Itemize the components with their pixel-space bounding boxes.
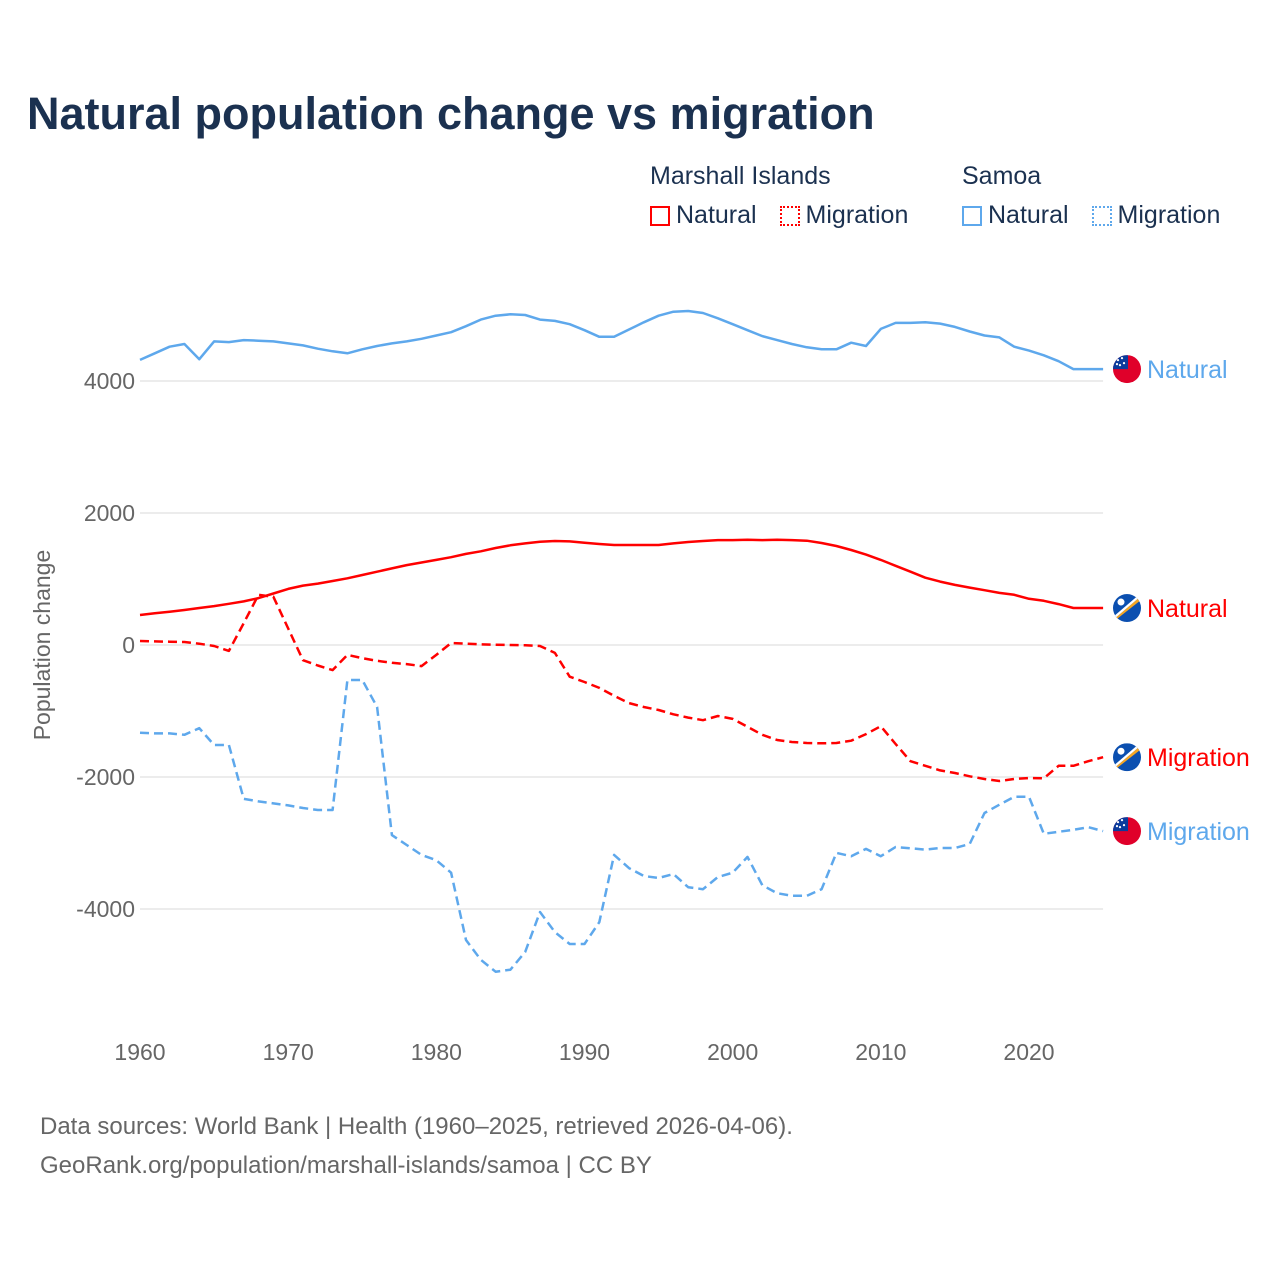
y-tick-label: 4000 (84, 368, 135, 394)
legend-group-marshall-islands: Marshall Islands Natural Migration (650, 162, 924, 233)
flag-star (1115, 825, 1119, 828)
flag-star (1116, 359, 1120, 362)
legend-item-samoa-migration[interactable]: Migration (1091, 201, 1221, 230)
end-label: Natural (1147, 356, 1228, 384)
flag-orange-stripe (1113, 745, 1141, 772)
flag-star (1118, 826, 1122, 829)
flag-body (1113, 355, 1141, 384)
samoa-flag-icon (1113, 355, 1141, 384)
legend-label: Migration (805, 201, 909, 229)
x-tick-label: 2010 (855, 1039, 906, 1065)
x-tick-label: 1970 (263, 1039, 314, 1065)
flag-body (1113, 817, 1141, 846)
legend-swatch-dotted (1091, 205, 1112, 226)
series-line-samoa-natural (139, 309, 1104, 371)
flag-star (1120, 819, 1124, 822)
x-tick-label: 2020 (1003, 1039, 1054, 1065)
flag-canton (1113, 817, 1128, 832)
x-tick-label: 1990 (559, 1039, 610, 1065)
y-tick-label: -2000 (76, 764, 135, 790)
legend-group-label: Marshall Islands (650, 162, 831, 190)
chart-title: Natural population change vs migration (27, 88, 875, 139)
legend-label: Migration (1117, 201, 1221, 229)
y-axis-label: Population change (29, 550, 55, 741)
end-label: Migration (1147, 818, 1250, 846)
x-tick-label: 1980 (411, 1039, 462, 1065)
footer-attribution: GeoRank.org/population/marshall-islands/… (40, 1152, 652, 1179)
flag-star (1115, 363, 1119, 366)
y-tick-label: 0 (122, 632, 135, 658)
flag-star (1116, 821, 1120, 824)
legend-item-marshall-natural[interactable]: Natural (650, 201, 757, 230)
legend-label: Natural (988, 201, 1069, 229)
marshall-islands-flag-icon (1113, 743, 1141, 772)
y-tick-label: 2000 (84, 500, 135, 526)
legend-swatch-solid (650, 205, 670, 226)
flag-star (1118, 364, 1122, 367)
series-line-marshall-islands-natural (139, 538, 1104, 617)
flag-white-stripe (1113, 594, 1141, 621)
series-line-samoa-migration (139, 678, 1104, 973)
legend-group-samoa: Samoa Natural Migration (962, 162, 1220, 233)
end-label: Migration (1147, 744, 1250, 772)
series-line-marshall-islands-migration (139, 593, 1104, 783)
x-tick-label: 2000 (707, 1039, 758, 1065)
flag-canton (1113, 355, 1128, 370)
flag-body (1113, 594, 1141, 623)
legend-item-marshall-migration[interactable]: Migration (779, 201, 909, 230)
x-tick-label: 1960 (114, 1039, 165, 1065)
legend-swatch-solid (962, 205, 982, 226)
legend-swatch-dotted (779, 205, 800, 226)
legend-group-label: Samoa (962, 162, 1042, 190)
legend-label: Natural (676, 201, 757, 229)
y-tick-label: -4000 (76, 896, 135, 922)
flag-orange-stripe (1113, 596, 1141, 623)
flag-white-stripe (1113, 743, 1141, 770)
footer-sources: Data sources: World Bank | Health (1960–… (40, 1113, 793, 1140)
flag-body (1113, 743, 1141, 772)
footer: Data sources: World Bank | Health (1960–… (40, 1107, 793, 1185)
samoa-flag-icon (1113, 817, 1141, 846)
flag-star (1117, 747, 1125, 755)
marshall-islands-flag-icon (1113, 594, 1141, 623)
flag-star (1122, 824, 1126, 827)
legend-item-samoa-natural[interactable]: Natural (962, 201, 1069, 230)
flag-star (1117, 598, 1125, 606)
end-label: Natural (1147, 595, 1228, 623)
flag-star (1122, 362, 1126, 365)
flag-star (1120, 357, 1124, 360)
